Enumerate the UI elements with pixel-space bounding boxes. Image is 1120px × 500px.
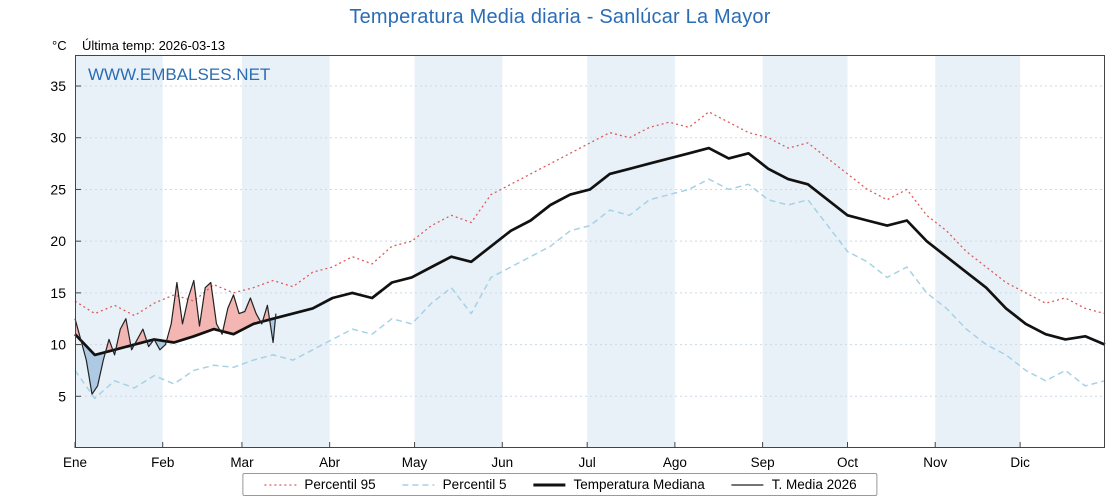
legend-label: Temperatura Mediana bbox=[573, 477, 705, 492]
series-mediana bbox=[74, 146, 1106, 357]
svg-text:Ago: Ago bbox=[663, 455, 687, 470]
svg-text:15: 15 bbox=[50, 285, 66, 301]
legend-label: Percentil 5 bbox=[442, 477, 507, 492]
legend-line-sample bbox=[533, 483, 566, 486]
svg-text:Dic: Dic bbox=[1010, 455, 1030, 470]
svg-text:Abr: Abr bbox=[319, 455, 341, 470]
svg-text:25: 25 bbox=[50, 181, 66, 197]
legend-item-0: Percentil 95 bbox=[263, 477, 376, 492]
axis-ticks bbox=[74, 85, 1021, 448]
legend-label: Percentil 95 bbox=[304, 477, 376, 492]
svg-text:Ene: Ene bbox=[63, 455, 87, 470]
svg-text:10: 10 bbox=[50, 337, 66, 353]
last-temp-label: Última temp: 2026-03-13 bbox=[82, 38, 226, 53]
plot-frame bbox=[75, 55, 1105, 448]
legend-line-sample bbox=[731, 483, 764, 486]
svg-text:Mar: Mar bbox=[230, 455, 254, 470]
legend-item-1: Percentil 5 bbox=[402, 477, 507, 492]
svg-text:5: 5 bbox=[58, 388, 66, 404]
svg-text:Oct: Oct bbox=[837, 455, 858, 470]
legend-line-sample bbox=[402, 483, 435, 486]
legend-item-2: Temperatura Mediana bbox=[532, 477, 705, 492]
svg-text:Feb: Feb bbox=[151, 455, 174, 470]
legend-line-sample bbox=[264, 483, 297, 486]
legend-label: T. Media 2026 bbox=[771, 477, 857, 492]
svg-text:May: May bbox=[402, 455, 428, 470]
legend: Percentil 95 Percentil 5 Temperatura Media… bbox=[242, 473, 878, 496]
series-percentil-5 bbox=[74, 178, 1106, 400]
svg-text:35: 35 bbox=[50, 78, 66, 94]
watermark: WWW.EMBALSES.NET bbox=[88, 65, 270, 84]
axis-labels: 5 10 15 20 25 30 35 Ene Feb Mar Abr May Jun Jul Ago Sep… bbox=[50, 78, 1030, 470]
legend-item-3: T. Media 2026 bbox=[731, 477, 857, 492]
svg-text:Sep: Sep bbox=[751, 455, 775, 470]
svg-text:Jun: Jun bbox=[491, 455, 513, 470]
month-bands bbox=[75, 55, 1021, 448]
svg-text:30: 30 bbox=[50, 130, 66, 146]
svg-text:20: 20 bbox=[50, 233, 66, 249]
svg-text:Nov: Nov bbox=[923, 455, 947, 470]
svg-text:Jul: Jul bbox=[579, 455, 596, 470]
y-unit-label: °C bbox=[52, 38, 67, 53]
temperature-chart: 5 10 15 20 25 30 35 Ene Feb Mar Abr May Jun Jul Ago Sep… bbox=[50, 55, 1106, 470]
series-t-media-2026 bbox=[74, 279, 277, 395]
chart-title: Temperatura Media diaria - Sanlúcar La M… bbox=[349, 6, 771, 28]
